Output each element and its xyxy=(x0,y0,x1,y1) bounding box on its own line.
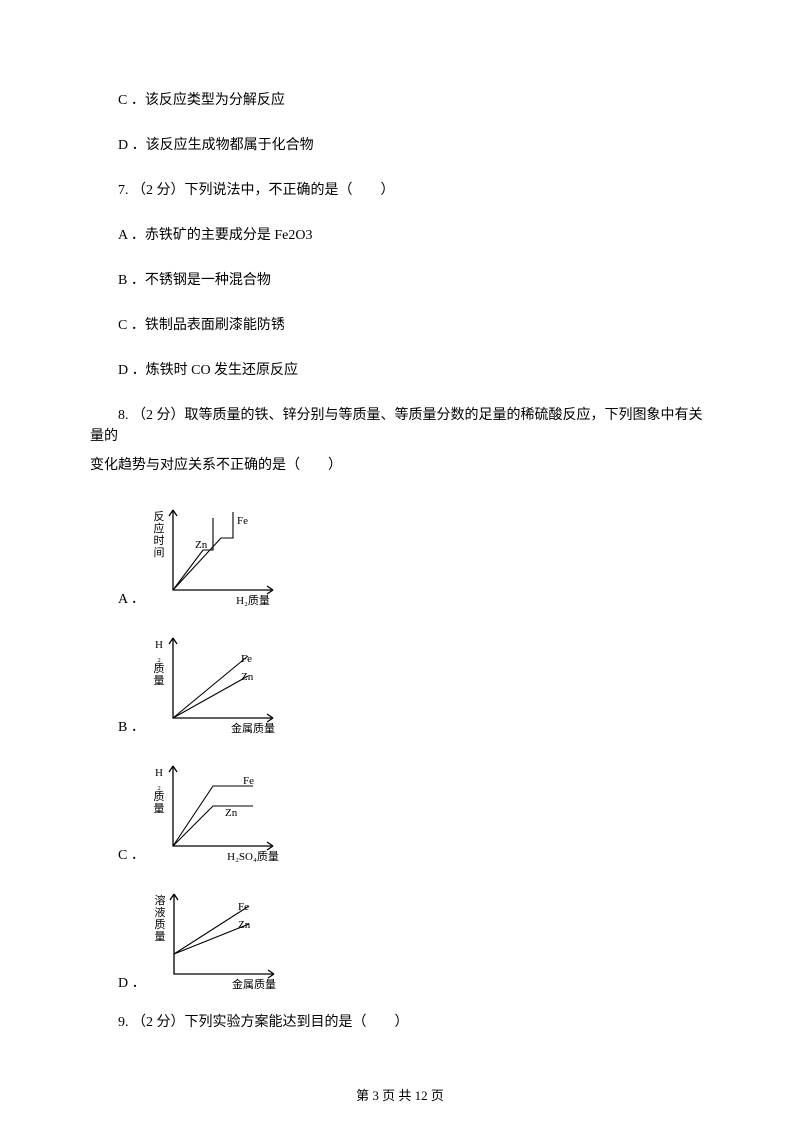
prev-option-d: D ．该反应生成物都属于化合物 xyxy=(90,135,710,156)
q7-option-b: B ．不锈钢是一种混合物 xyxy=(90,270,710,291)
svg-text:量: 量 xyxy=(153,802,164,815)
svg-text:质: 质 xyxy=(153,662,164,675)
svg-text:量: 量 xyxy=(153,674,164,687)
svg-text:金属质量: 金属质量 xyxy=(231,721,275,735)
svg-text:应: 应 xyxy=(153,521,164,535)
svg-text:Zn: Zn xyxy=(241,671,254,683)
q7-option-d: D ．炼铁时 CO 发生还原反应 xyxy=(90,360,710,381)
svg-text:H: H xyxy=(155,767,163,779)
svg-text:质: 质 xyxy=(153,790,164,803)
svg-text:溶: 溶 xyxy=(154,893,165,907)
q7-option-a: A ．赤铁矿的主要成分是 Fe2O3 xyxy=(90,225,710,246)
page-content: C ．该反应类型为分解反应 D ．该反应生成物都属于化合物 7. （2 分）下列… xyxy=(0,0,800,1097)
svg-text:Zn: Zn xyxy=(195,539,208,551)
q8-option-d-label: D ． xyxy=(118,972,146,994)
svg-text:量: 量 xyxy=(154,930,165,943)
q8-option-a-label: A ． xyxy=(118,588,145,610)
svg-text:Zn: Zn xyxy=(238,919,251,931)
svg-text:H₂SO₄质量: H₂SO₄质量 xyxy=(227,850,279,863)
svg-text:间: 间 xyxy=(153,546,164,559)
q7-option-c: C ．铁制品表面刷漆能防锈 xyxy=(90,315,710,336)
q8-option-d-row: D ． Fe Zn 溶液质量金属质量 xyxy=(118,884,710,994)
chart-c: Fe Zn H₂质量 H₂SO₄质量 xyxy=(153,756,293,866)
question-8-line2: 变化趋势与对应关系不正确的是（ ） xyxy=(90,455,710,476)
svg-text:金属质量: 金属质量 xyxy=(232,977,276,991)
q8-option-b-label: B ． xyxy=(118,716,145,738)
chart-b: Fe Zn H₂质量金属质量 xyxy=(153,628,293,738)
chart-d: Fe Zn 溶液质量金属质量 xyxy=(154,884,294,994)
prev-option-c: C ．该反应类型为分解反应 xyxy=(90,90,710,111)
question-9: 9. （2 分）下列实验方案能达到目的是（ ） xyxy=(90,1012,710,1033)
q8-option-a-row: A ． Zn Fe 反应时间 H₂质量 xyxy=(118,500,710,610)
q8-option-c-row: C ． Fe Zn H₂质量 H₂SO₄质量 xyxy=(118,756,710,866)
svg-text:H: H xyxy=(155,639,163,651)
q8-option-c-label: C ． xyxy=(118,844,145,866)
svg-text:Fe: Fe xyxy=(237,515,248,527)
svg-text:₂: ₂ xyxy=(157,651,161,663)
chart-a: Zn Fe 反应时间 H₂质量 xyxy=(153,500,293,610)
svg-text:质: 质 xyxy=(154,918,165,931)
page-footer: 第 3 页 共 12 页 xyxy=(0,1085,800,1104)
question-8-line1: 8. （2 分）取等质量的铁、锌分别与等质量、等质量分数的足量的稀硫酸反应，下列… xyxy=(90,405,710,447)
svg-text:Fe: Fe xyxy=(238,901,249,913)
svg-text:时: 时 xyxy=(153,534,164,547)
svg-text:Zn: Zn xyxy=(225,807,238,819)
question-7: 7. （2 分）下列说法中，不正确的是（ ） xyxy=(90,180,710,201)
svg-text:液: 液 xyxy=(154,905,165,919)
svg-text:反: 反 xyxy=(153,510,164,523)
svg-text:Fe: Fe xyxy=(243,775,254,787)
q8-option-b-row: B ． Fe Zn H₂质量金属质量 xyxy=(118,628,710,738)
svg-text:H₂质量: H₂质量 xyxy=(236,594,270,607)
svg-text:₂: ₂ xyxy=(157,779,161,791)
svg-text:Fe: Fe xyxy=(241,653,252,665)
